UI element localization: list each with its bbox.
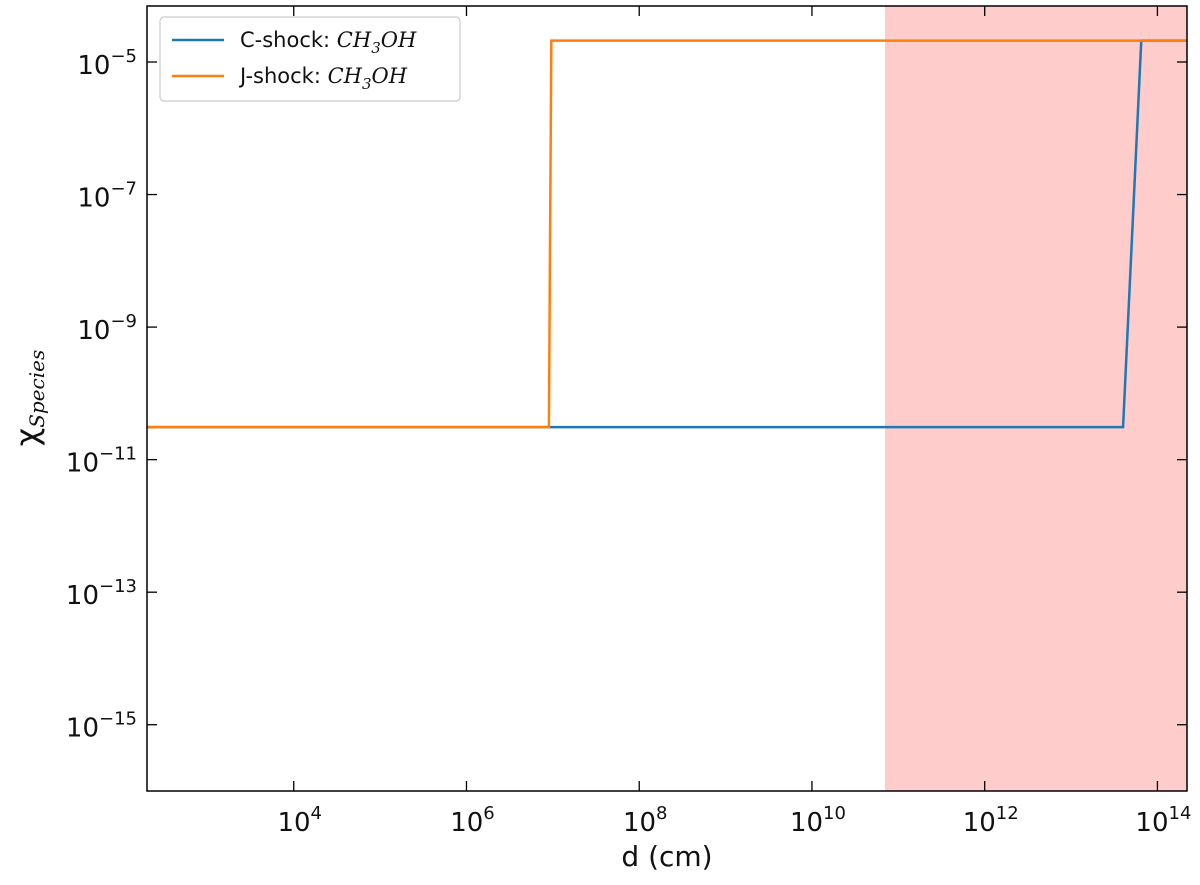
x-tick-label: 106 (450, 803, 495, 838)
x-tick-label: 108 (623, 803, 668, 838)
legend-box (159, 16, 461, 102)
x-tick-label: 104 (277, 803, 322, 838)
legend-label-c-shock: C-shock: CH3OH (240, 28, 417, 57)
tick-layer: 104 106 108 1010 1012 1014 10−15 10−13 10−11 10−9… (66, 6, 1191, 838)
x-tick-label: 1010 (790, 803, 846, 838)
x-tick-label: 1012 (963, 803, 1019, 838)
y-tick-label: 10−5 (77, 46, 137, 81)
y-tick-label: 10−11 (66, 444, 137, 479)
y-tick-label: 10−9 (77, 311, 137, 346)
legend-label-j-shock: J-shock: CH3OH (238, 64, 408, 93)
y-tick-label: 10−13 (66, 576, 137, 611)
x-axis-label: d (cm) (621, 840, 712, 873)
shaded-region (884, 6, 1187, 791)
series-layer (147, 39, 1187, 429)
legend: C-shock: CH3OH J-shock: CH3OH (159, 16, 461, 102)
series-line-j-shock (147, 39, 1187, 429)
y-tick-label: 10−15 (66, 709, 137, 744)
y-tick-label: 10−7 (77, 179, 137, 214)
plot-frame (146, 5, 1188, 792)
x-tick-label: 1014 (1135, 803, 1191, 838)
y-axis-label: χSpecies (8, 350, 49, 447)
